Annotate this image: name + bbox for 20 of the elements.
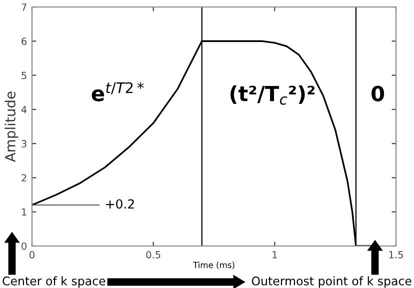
x-tick-label: 0 <box>30 251 34 258</box>
annotation: 0 <box>372 86 384 102</box>
x-tick-label: 0.5 <box>146 251 160 258</box>
y-axis-title: Amplitude <box>4 92 18 162</box>
y-tick-label: 5 <box>22 72 26 80</box>
text: Outermost point of k space <box>252 276 412 288</box>
text: Center of k space <box>2 276 106 288</box>
y-tick-label: 7 <box>22 4 26 11</box>
x-tick-label: 1.5 <box>389 251 403 258</box>
annotation: +0.2 <box>106 199 134 209</box>
y-tick-label: 3 <box>22 140 26 148</box>
y-tick-label: 0 <box>22 242 26 250</box>
x-tick-label: 1 <box>272 251 277 258</box>
annotation: (t²/T$_{c}$²)² <box>230 85 315 105</box>
y-tick-label: 6 <box>22 38 27 45</box>
x-axis-title: Time (ms) <box>192 262 234 270</box>
y-tick-label: 1 <box>22 208 26 216</box>
y-tick-label: 4 <box>21 106 27 114</box>
annotation: e$^{t/T2*}$ <box>92 82 144 102</box>
y-tick-label: 2 <box>22 174 26 182</box>
